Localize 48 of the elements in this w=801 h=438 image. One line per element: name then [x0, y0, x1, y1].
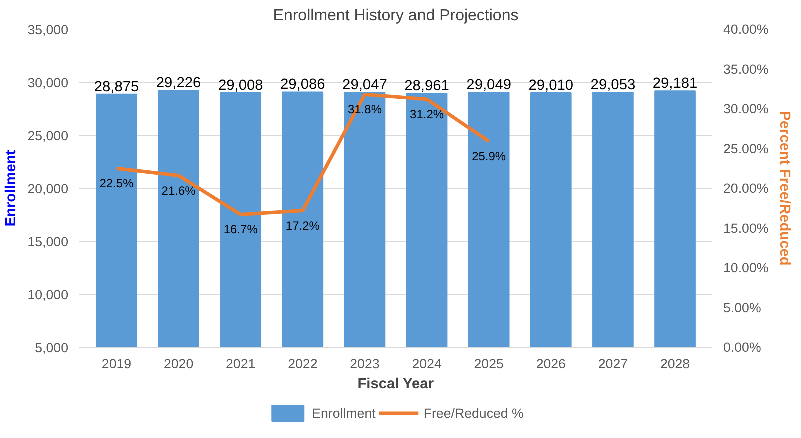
- y2-tick-label: 20.00%: [724, 181, 769, 196]
- chart-title: Enrollment History and Projections: [273, 8, 519, 24]
- y2-tick-label: 0.00%: [724, 340, 762, 355]
- x-tick-label: 2023: [350, 356, 380, 372]
- y2-tick-label: 30.00%: [724, 102, 769, 116]
- y-tick-label: 15,000: [28, 234, 68, 250]
- x-tick-label: 2022: [288, 356, 318, 372]
- y2-tick-label: 15.00%: [724, 220, 769, 236]
- x-tick-label: 2026: [536, 356, 566, 372]
- data-label: 28,961: [404, 78, 450, 95]
- legend-label: Free/Reduced %: [424, 406, 524, 420]
- x-axis-title: Fiscal Year: [358, 376, 434, 392]
- y2-axis-title: Percent Free/Reduced: [776, 111, 793, 266]
- x-tick-label: 2024: [412, 356, 442, 372]
- y-tick-label: 10,000: [28, 288, 68, 302]
- y2-tick-label: 40.00%: [724, 22, 769, 37]
- data-label: 22.5%: [100, 176, 134, 191]
- y2-tick-label: 5.00%: [724, 300, 762, 316]
- x-tick-label: 2027: [598, 356, 628, 372]
- data-label: 29,086: [280, 77, 326, 94]
- data-label: 29,047: [342, 78, 388, 94]
- y-tick-label: 35,000: [28, 22, 68, 38]
- y2-tick-label: 25.00%: [724, 141, 769, 156]
- x-tick-label: 2020: [164, 356, 194, 372]
- data-label: 21.6%: [162, 184, 196, 198]
- data-label: 29,053: [590, 78, 636, 94]
- y-tick-label: 5,000: [35, 340, 69, 356]
- x-tick-label: 2021: [226, 356, 256, 372]
- y2-tick-label: 35.00%: [724, 62, 769, 77]
- y-axis-title: Enrollment: [4, 150, 20, 227]
- data-label: 25.9%: [472, 150, 506, 164]
- data-label: 31.2%: [410, 107, 444, 122]
- y-tick-label: 25,000: [28, 128, 68, 144]
- y-tick-label: 20,000: [28, 182, 68, 196]
- data-label: 29,049: [466, 78, 512, 94]
- data-label: 29,010: [528, 78, 574, 94]
- x-tick-label: 2028: [660, 356, 690, 372]
- data-label: 28,875: [94, 79, 140, 96]
- y-tick-label: 30,000: [28, 76, 68, 90]
- data-label: 16.7%: [224, 222, 258, 237]
- data-label: 29,181: [652, 76, 698, 92]
- y2-tick-label: 10.00%: [724, 260, 769, 276]
- x-tick-label: 2019: [102, 356, 132, 372]
- legend-label: Enrollment: [312, 406, 376, 420]
- data-label: 17.2%: [286, 218, 320, 233]
- data-label: 29,226: [156, 76, 202, 92]
- data-label: 29,008: [218, 78, 264, 94]
- x-tick-label: 2025: [474, 356, 504, 372]
